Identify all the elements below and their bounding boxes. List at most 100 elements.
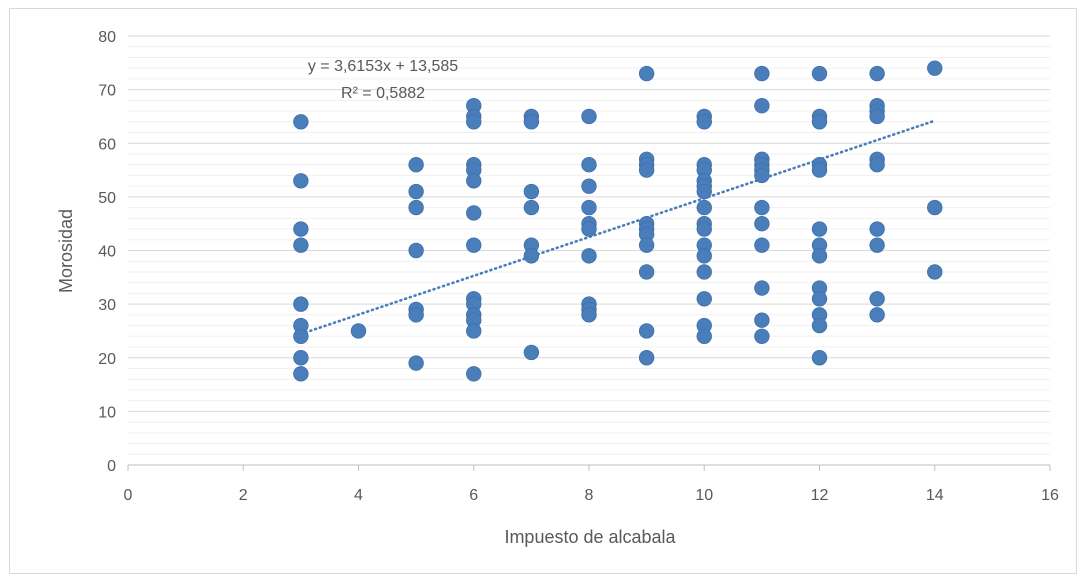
scatter-point [870,66,885,81]
y-axis-title: Morosidad [56,209,76,293]
x-tick-label: 0 [124,487,133,504]
y-tick-label: 50 [98,190,116,207]
scatter-point [294,222,309,237]
y-tick-label: 20 [98,351,116,368]
scatter-point [409,356,424,371]
scatter-point [812,350,827,365]
scatter-point [524,184,539,199]
scatter-point [524,249,539,264]
scatter-point [755,168,770,183]
y-tick-label: 60 [98,136,116,153]
x-axis-title: Impuesto de alcabala [504,527,676,547]
scatter-point [582,157,597,172]
scatter-chart: 0 10 20 30 40 50 60 70 80 0 2 4 6 8 10 12 14 16 y = 3,615… [10,9,1076,573]
trendline-equation: y = 3,6153x + 13,585 [308,58,458,75]
scatter-point [582,179,597,194]
scatter-point [697,200,712,215]
scatter-point [294,238,309,253]
scatter-point [294,367,309,382]
scatter-point [582,200,597,215]
scatter-point [582,249,597,264]
x-tick-label: 6 [469,487,478,504]
scatter-point [927,200,942,215]
x-tick-label: 14 [926,487,944,504]
scatter-point [812,222,827,237]
x-tick-label: 10 [695,487,713,504]
scatter-point [870,238,885,253]
scatter-point [697,184,712,199]
scatter-point [582,222,597,237]
scatter-point [639,163,654,178]
scatter-point [582,109,597,124]
y-tick-label: 40 [98,244,116,261]
chart-frame: 0 10 20 30 40 50 60 70 80 0 2 4 6 8 10 12 14 16 y = 3,615… [9,8,1077,574]
scatter-point [870,291,885,306]
scatter-point [755,66,770,81]
scatter-point [697,115,712,130]
scatter-point [524,200,539,215]
x-tick-label: 4 [354,487,363,504]
scatter-point [466,367,481,382]
scatter-point [294,173,309,188]
data-points [294,61,942,381]
scatter-point [639,265,654,280]
x-tick-label: 8 [585,487,594,504]
scatter-point [812,163,827,178]
x-tick-label: 16 [1041,487,1059,504]
y-tick-label: 70 [98,83,116,100]
scatter-point [582,308,597,323]
scatter-point [409,308,424,323]
scatter-point [755,281,770,296]
x-tick-label: 12 [811,487,829,504]
scatter-point [294,297,309,312]
scatter-point [697,265,712,280]
scatter-point [697,329,712,344]
scatter-point [755,216,770,231]
scatter-point [697,291,712,306]
scatter-point [409,200,424,215]
scatter-point [812,115,827,130]
scatter-point [409,157,424,172]
scatter-point [755,238,770,253]
scatter-point [812,318,827,333]
scatter-point [466,324,481,339]
scatter-point [755,98,770,113]
linear-trendline [301,121,935,334]
scatter-point [524,115,539,130]
scatter-point [639,66,654,81]
scatter-point [697,222,712,237]
scatter-point [812,249,827,264]
y-tick-label: 80 [98,29,116,46]
scatter-point [409,184,424,199]
scatter-point [812,66,827,81]
scatter-point [639,350,654,365]
gridlines [128,36,1050,454]
scatter-point [927,265,942,280]
scatter-point [870,222,885,237]
scatter-point [409,243,424,258]
scatter-point [639,238,654,253]
scatter-point [870,157,885,172]
scatter-point [294,329,309,344]
y-tick-label: 10 [98,404,116,421]
scatter-point [466,173,481,188]
y-tick-label: 30 [98,297,116,314]
scatter-point [755,313,770,328]
y-tick-label: 0 [107,458,116,475]
scatter-point [870,109,885,124]
trendline [301,121,935,334]
scatter-point [755,329,770,344]
scatter-point [639,324,654,339]
scatter-point [524,345,539,360]
x-tick-label: 2 [239,487,248,504]
scatter-point [466,115,481,130]
scatter-point [466,238,481,253]
scatter-point [294,115,309,130]
scatter-point [812,291,827,306]
scatter-point [927,61,942,76]
trendline-r2: R² = 0,5882 [341,85,425,102]
scatter-point [697,249,712,264]
scatter-point [466,206,481,221]
scatter-point [294,350,309,365]
scatter-point [870,308,885,323]
